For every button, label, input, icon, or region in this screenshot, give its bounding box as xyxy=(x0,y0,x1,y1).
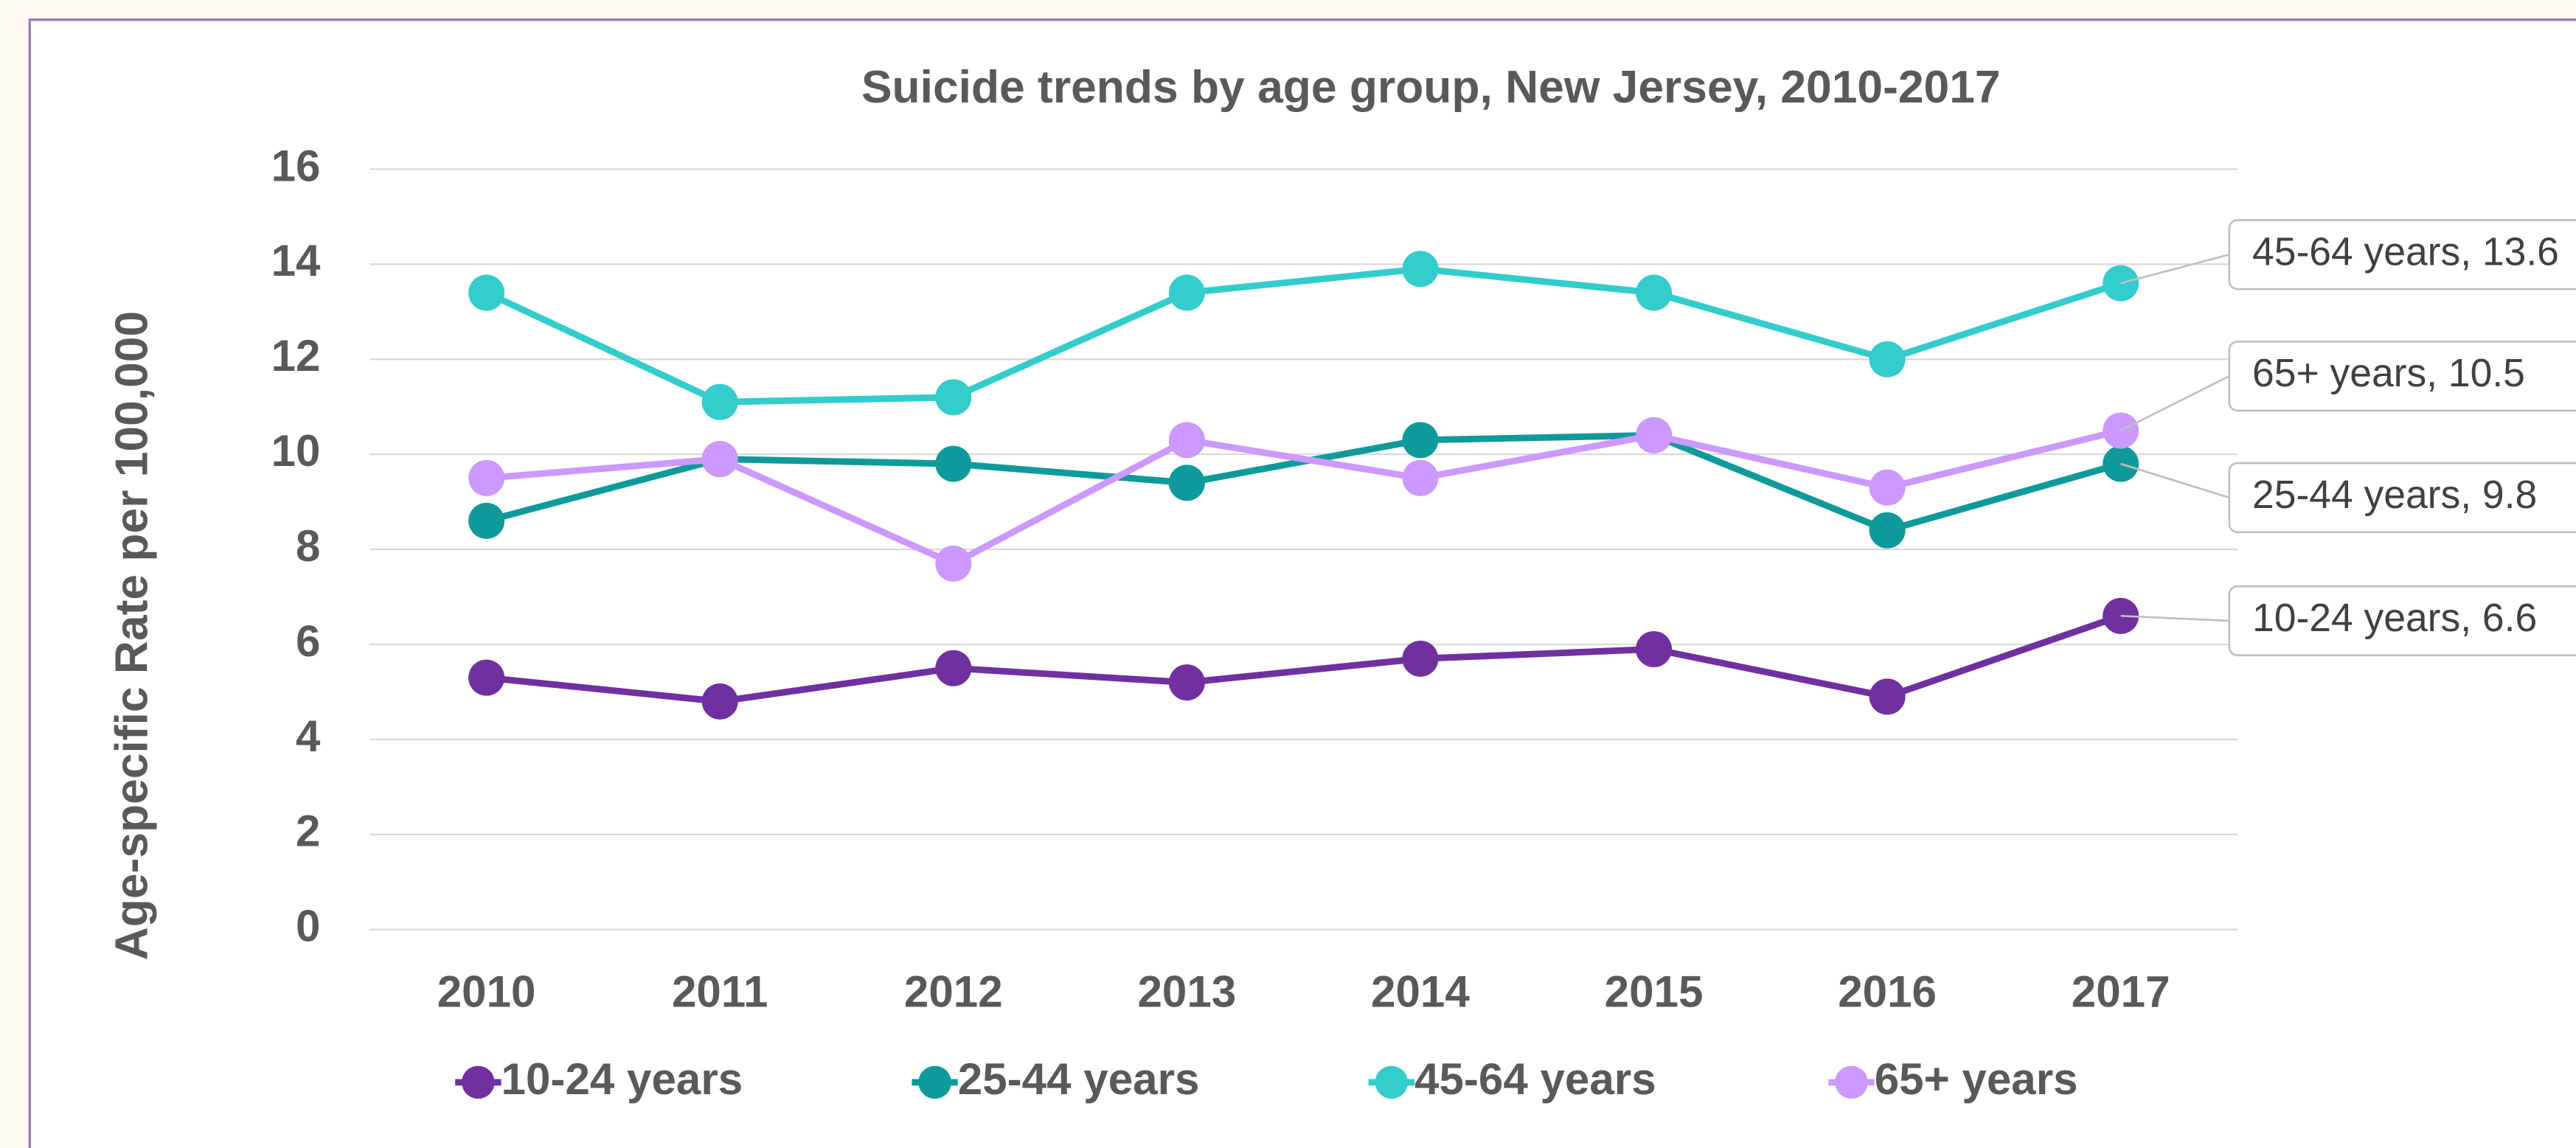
data-point xyxy=(1168,422,1205,459)
callout-leader xyxy=(2120,375,2230,432)
legend-marker xyxy=(1835,1065,1868,1099)
y-tick-label: 14 xyxy=(271,236,321,285)
legend-label: 45-64 years xyxy=(1414,1054,1656,1104)
y-tick-label: 12 xyxy=(271,331,321,380)
y-tick-label: 10 xyxy=(271,426,321,476)
data-point xyxy=(935,379,972,416)
callout-label: 25-44 years, 9.8 xyxy=(2252,473,2537,517)
legend-label: 65+ years xyxy=(1875,1054,2078,1104)
data-point xyxy=(935,650,972,686)
data-point xyxy=(1869,341,1906,378)
data-point xyxy=(1869,512,1906,549)
x-tick-label: 2015 xyxy=(1605,967,1704,1017)
legend-marker xyxy=(462,1065,495,1099)
chart-title: Suicide trends by age group, New Jersey,… xyxy=(861,62,2001,113)
legend-label: 25-44 years xyxy=(958,1054,1200,1104)
data-point xyxy=(468,459,505,496)
callout-box xyxy=(2228,462,2576,534)
callout-label: 65+ years, 10.5 xyxy=(2252,352,2525,395)
data-point xyxy=(1168,465,1205,501)
series-line xyxy=(486,613,2122,705)
y-tick-label: 2 xyxy=(296,807,320,856)
data-point xyxy=(701,683,738,720)
data-point xyxy=(1168,664,1205,701)
data-point xyxy=(1168,274,1205,311)
x-tick-label: 2016 xyxy=(1838,967,1937,1017)
data-point xyxy=(935,545,972,582)
series-line xyxy=(485,265,2122,406)
callout-leader xyxy=(2120,614,2229,622)
legend-marker xyxy=(1375,1065,1409,1099)
x-tick-label: 2014 xyxy=(1371,967,1470,1017)
data-point xyxy=(935,445,972,482)
x-tick-label: 2017 xyxy=(2072,967,2170,1017)
series-line xyxy=(486,427,2122,568)
data-point xyxy=(468,659,505,696)
callout-leader xyxy=(2120,462,2230,499)
data-point xyxy=(1636,274,1673,311)
x-tick-label: 2010 xyxy=(437,967,536,1017)
data-point xyxy=(1402,251,1439,288)
legend-label: 10-24 years xyxy=(501,1054,743,1104)
y-tick-label: 0 xyxy=(296,902,320,951)
x-tick-label: 2012 xyxy=(904,967,1003,1017)
data-point xyxy=(468,502,505,539)
data-point xyxy=(1636,630,1673,667)
y-tick-label: 4 xyxy=(296,712,321,761)
data-point xyxy=(1869,469,1906,506)
callout-box xyxy=(2228,340,2576,412)
data-point xyxy=(701,383,738,420)
callout-box xyxy=(2228,585,2576,657)
data-point xyxy=(1402,459,1439,496)
data-point xyxy=(1402,422,1439,459)
chart-area xyxy=(28,18,2576,1148)
x-tick-label: 2011 xyxy=(672,967,768,1017)
legend-marker xyxy=(918,1065,951,1099)
data-point xyxy=(1636,417,1673,453)
data-point xyxy=(468,274,505,311)
x-tick-label: 2013 xyxy=(1137,967,1236,1017)
callout-leader xyxy=(2120,253,2230,285)
y-tick-label: 8 xyxy=(296,521,320,571)
y-tick-label: 16 xyxy=(271,141,321,190)
data-point xyxy=(701,441,738,478)
data-point xyxy=(1402,640,1439,677)
callout-label: 45-64 years, 13.6 xyxy=(2252,230,2559,274)
callout-label: 10-24 years, 6.6 xyxy=(2252,596,2537,640)
callout-box xyxy=(2228,219,2576,291)
y-axis-label: Age-specific Rate per 100,000 xyxy=(106,311,157,960)
data-point xyxy=(1869,678,1906,715)
y-tick-label: 6 xyxy=(296,616,320,666)
